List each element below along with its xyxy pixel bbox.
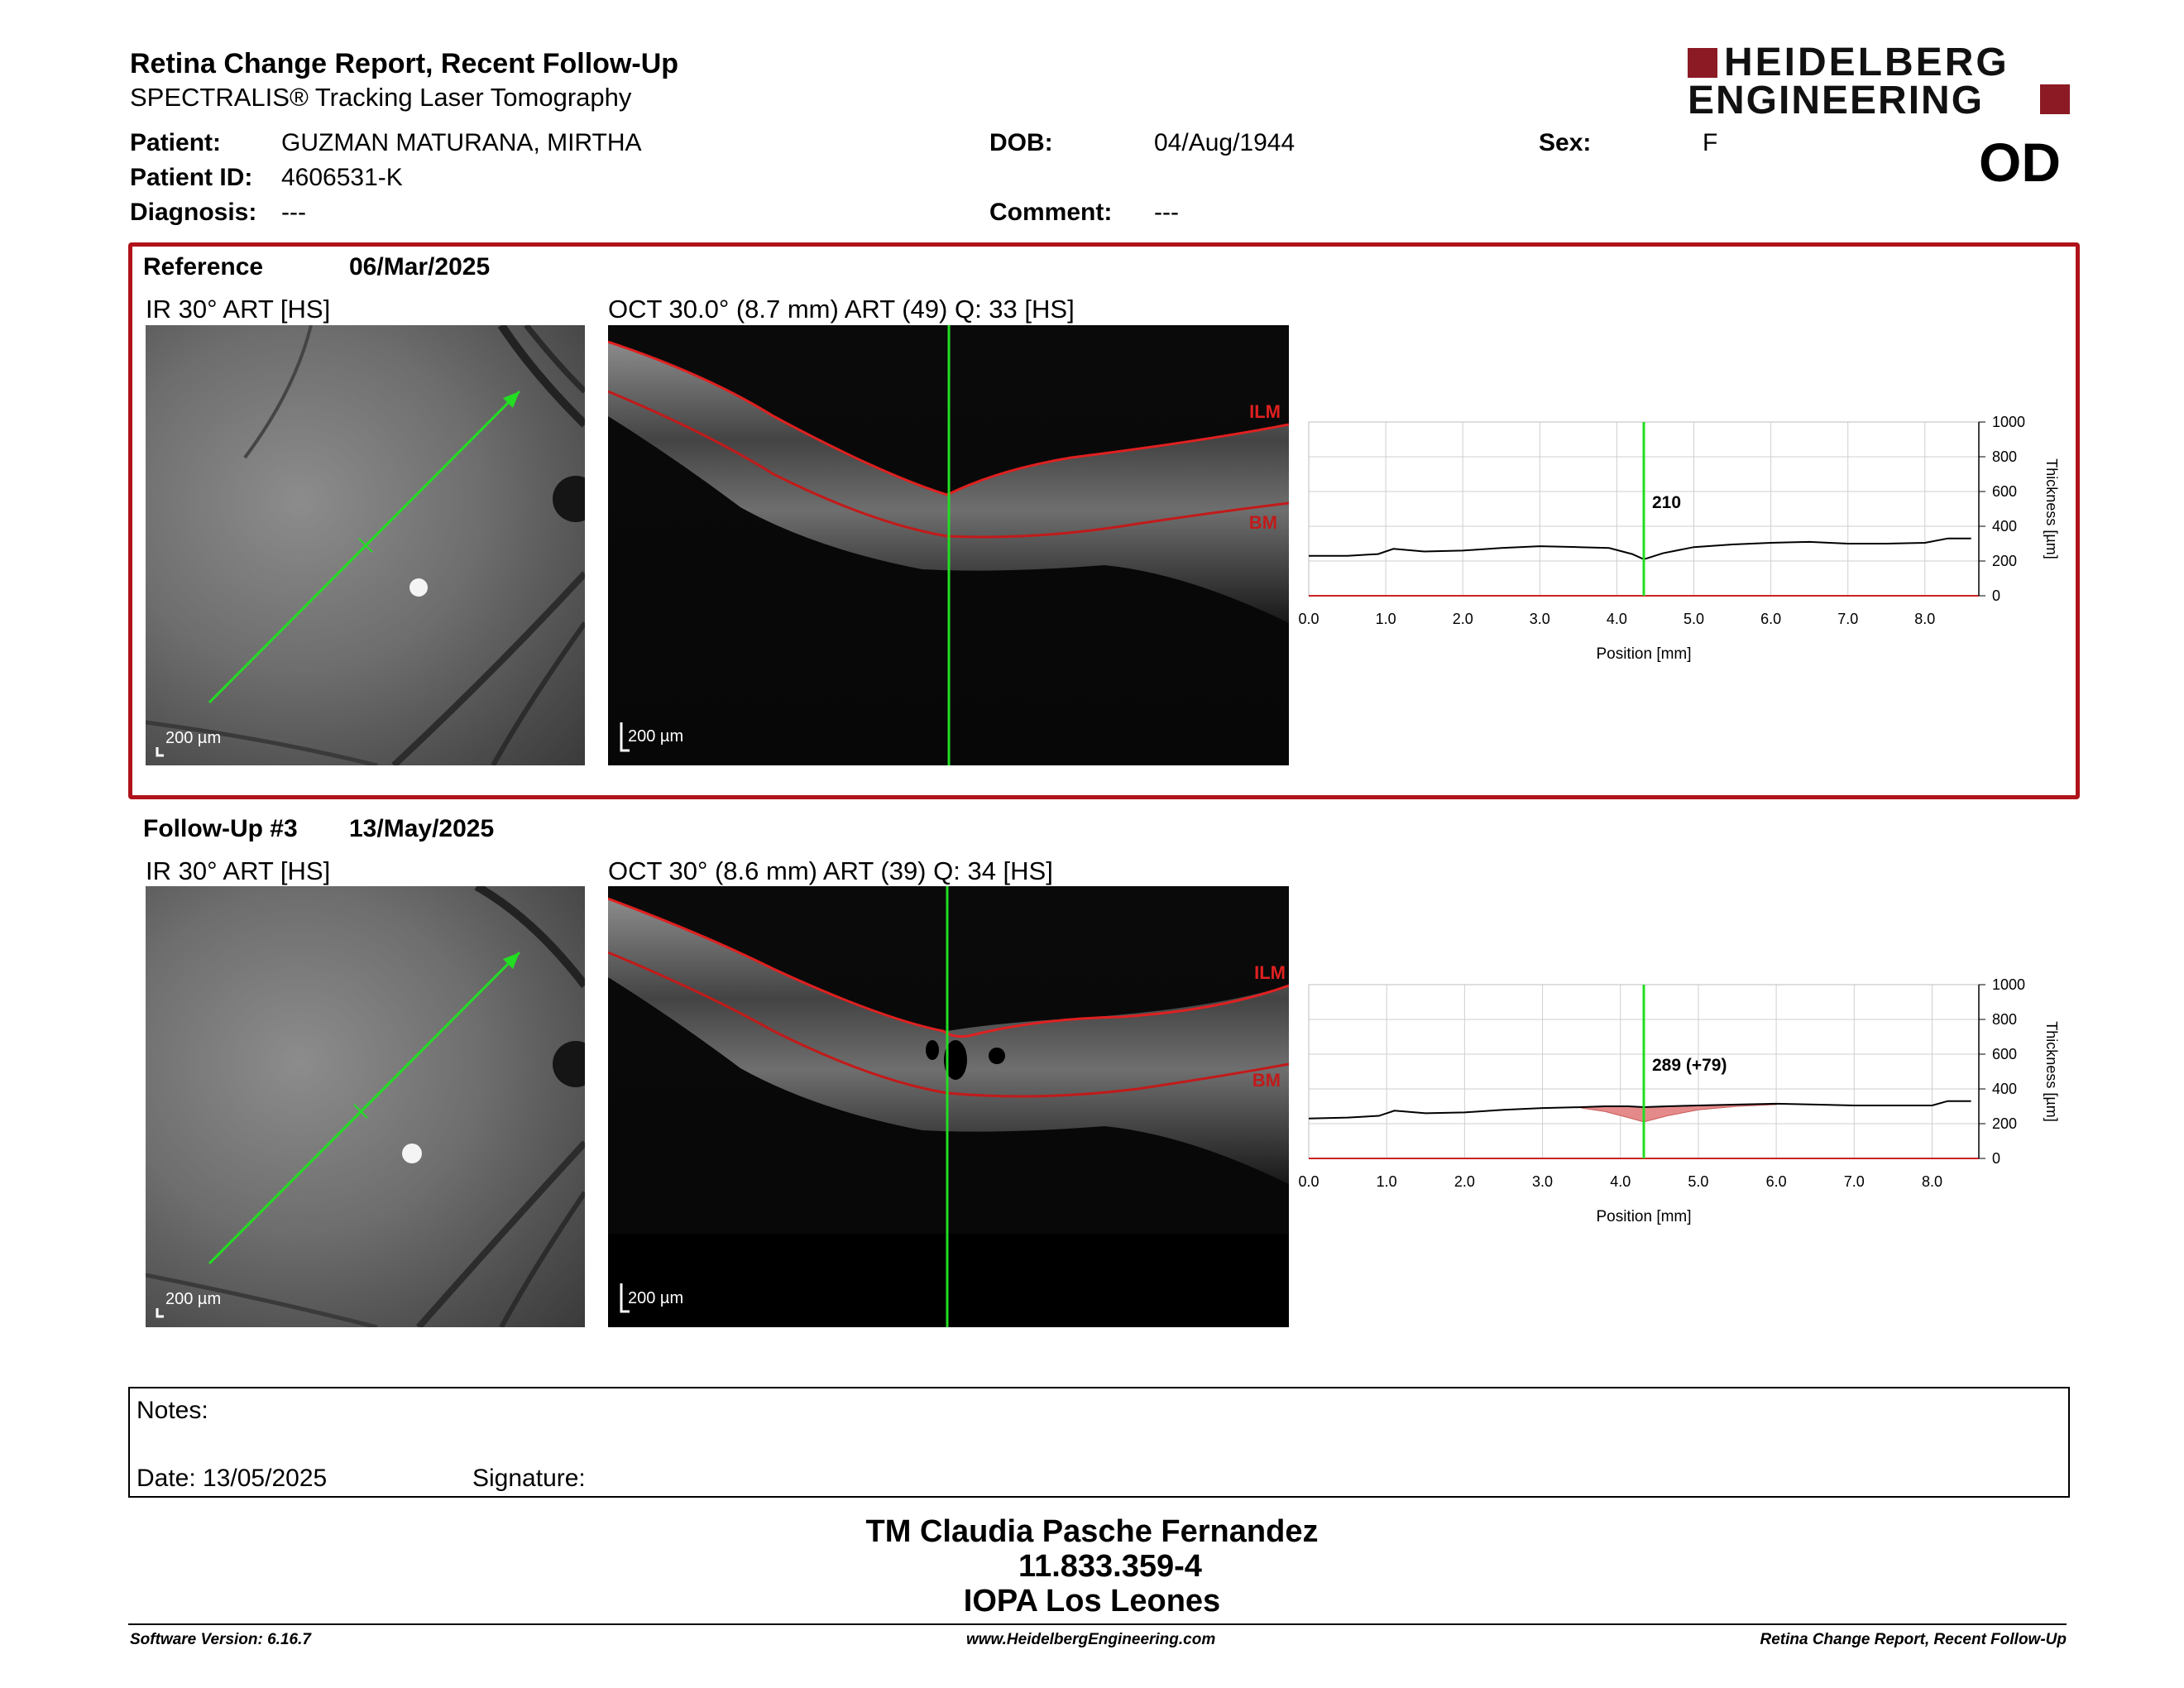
followup-oct-scale: 200 µm xyxy=(628,1289,684,1307)
reference-y-tick-label: 200 xyxy=(1992,553,2017,569)
reference-chart-group: 0.0 1.0 2.0 3.0 4.0 5.0 6.0 7.0 8.0 0 200 400 600 800… xyxy=(1299,414,2060,663)
reference-x-tick-label: 6.0 xyxy=(1760,611,1781,627)
signature-name: TM Claudia Pasche Fernandez xyxy=(865,1514,1319,1549)
reference-date: 06/Mar/2025 xyxy=(349,253,491,281)
followup-x-tick-label: 8.0 xyxy=(1922,1173,1942,1190)
patient-name: GUZMAN MATURANA, MIRTHA xyxy=(281,129,642,156)
followup-marker-label: 289 (+79) xyxy=(1652,1056,1727,1075)
reference-oct-title: OCT 30.0° (8.7 mm) ART (49) Q: 33 [HS] xyxy=(608,295,1075,324)
followup-x-tick-label: 3.0 xyxy=(1532,1173,1553,1190)
followup-chart-group: 0.0 1.0 2.0 3.0 4.0 5.0 6.0 7.0 8.0 0 200 400 600 800… xyxy=(1299,976,2060,1225)
followup-y-tick-label: 800 xyxy=(1992,1011,2017,1028)
reference-x-axis-label: Position [mm] xyxy=(1596,645,1691,663)
reference-y-tick-label: 0 xyxy=(1992,587,2000,604)
eye-label: OD xyxy=(1979,132,2061,193)
sex-value: F xyxy=(1703,129,1718,156)
footer-website-link[interactable]: www.HeidelbergEngineering.com xyxy=(966,1631,1216,1648)
followup-date: 13/May/2025 xyxy=(349,815,495,842)
reference-y-axis-label: Thickness [µm] xyxy=(2043,458,2060,559)
reference-ilm-label: ILM xyxy=(1249,401,1281,422)
footer-software-version: Software Version: 6.16.7 xyxy=(130,1631,311,1648)
patient-id: 4606531-K xyxy=(281,164,403,191)
reference-x-tick-label: 2.0 xyxy=(1453,611,1473,627)
reference-x-tick-label: 4.0 xyxy=(1607,611,1627,627)
signature-id: 11.833.359-4 xyxy=(1018,1549,1202,1584)
followup-x-tick-label: 2.0 xyxy=(1454,1173,1475,1190)
notes-box: Notes: Date: 13/05/2025 Signature: xyxy=(128,1387,2070,1498)
reference-label: Reference xyxy=(143,253,264,281)
reference-ir-scale: 200 µm xyxy=(165,729,222,747)
reference-oct-image: ILM BM 200 µm xyxy=(608,325,1289,765)
reference-thickness-line xyxy=(1309,537,1971,560)
sex-label: Sex: xyxy=(1539,129,1592,156)
reference-frame xyxy=(128,242,2080,799)
reference-bm-label: BM xyxy=(1248,512,1277,533)
comment-label: Comment: xyxy=(989,199,1113,226)
signature-institution: IOPA Los Leones xyxy=(963,1584,1221,1618)
reference-ir-title: IR 30° ART [HS] xyxy=(146,295,331,324)
followup-y-tick-label: 600 xyxy=(1992,1046,2017,1062)
dob-value: 04/Aug/1944 xyxy=(1154,129,1296,156)
patient-label: Patient: xyxy=(130,129,222,156)
reference-x-tick-label: 3.0 xyxy=(1530,611,1550,627)
footer-divider xyxy=(128,1623,2067,1625)
reference-x-tick-label: 8.0 xyxy=(1914,611,1935,627)
reference-x-tick-label: 0.0 xyxy=(1299,611,1320,627)
signature-label: Signature: xyxy=(472,1465,586,1492)
followup-label: Follow-Up #3 xyxy=(143,815,298,842)
diagnosis-value: --- xyxy=(281,199,306,226)
dob-label: DOB: xyxy=(989,129,1053,156)
followup-thickness-chart: 0.0 1.0 2.0 3.0 4.0 5.0 6.0 7.0 8.0 0 200 400 600 800… xyxy=(1299,976,2060,1225)
followup-bm-label: BM xyxy=(1252,1070,1281,1091)
reference-thickness-chart: 0.0 1.0 2.0 3.0 4.0 5.0 6.0 7.0 8.0 0 200 400 600 800… xyxy=(1299,414,2060,663)
followup-oct-image: ILM BM 200 µm xyxy=(608,886,1289,1327)
followup-x-tick-label: 5.0 xyxy=(1688,1173,1708,1190)
comment-value: --- xyxy=(1154,199,1179,226)
followup-y-tick-label: 400 xyxy=(1992,1081,2017,1097)
report-subtitle: SPECTRALIS® Tracking Laser Tomography xyxy=(130,83,632,112)
notes-label: Notes: xyxy=(136,1397,208,1424)
reference-x-tick-label: 5.0 xyxy=(1684,611,1704,627)
followup-x-axis-label: Position [mm] xyxy=(1596,1208,1691,1225)
followup-x-tick-label: 1.0 xyxy=(1377,1173,1397,1190)
report-title: Retina Change Report, Recent Follow-Up xyxy=(130,48,679,79)
reference-y-tick-label: 600 xyxy=(1992,483,2017,500)
reference-y-tick-label: 800 xyxy=(1992,448,2017,465)
reference-ir-image: 200 µm xyxy=(146,325,585,765)
followup-x-tick-label: 7.0 xyxy=(1844,1173,1865,1190)
followup-thickness-line xyxy=(1308,1100,1971,1120)
reference-x-tick-label: 1.0 xyxy=(1376,611,1396,627)
followup-x-tick-label: 6.0 xyxy=(1766,1173,1787,1190)
reference-oct-scale: 200 µm xyxy=(628,727,684,746)
footer-report-name: Retina Change Report, Recent Follow-Up xyxy=(1760,1631,2067,1648)
followup-ir-scale: 200 µm xyxy=(165,1290,222,1308)
heidelberg-logo: HEIDELBERG ENGINEERING xyxy=(1688,41,2070,122)
reference-x-tick-label: 7.0 xyxy=(1837,611,1858,627)
followup-y-tick-label: 1000 xyxy=(1992,976,2025,993)
diagnosis-label: Diagnosis: xyxy=(130,199,257,226)
reference-y-tick-label: 400 xyxy=(1992,518,2017,535)
notes-date: Date: 13/05/2025 xyxy=(136,1465,328,1492)
followup-x-tick-label: 0.0 xyxy=(1299,1173,1320,1190)
followup-ir-image: 200 µm xyxy=(146,886,585,1327)
followup-ilm-label: ILM xyxy=(1254,962,1286,983)
followup-y-tick-label: 0 xyxy=(1992,1150,2000,1167)
followup-y-tick-label: 200 xyxy=(1992,1115,2017,1132)
reference-y-tick-label: 1000 xyxy=(1992,414,2025,430)
followup-ir-title: IR 30° ART [HS] xyxy=(146,856,331,885)
followup-x-tick-label: 4.0 xyxy=(1610,1173,1631,1190)
reference-marker-label: 210 xyxy=(1652,493,1681,512)
followup-oct-title: OCT 30° (8.6 mm) ART (39) Q: 34 [HS] xyxy=(608,856,1053,885)
followup-y-axis-label: Thickness [µm] xyxy=(2043,1021,2060,1121)
patient-id-label: Patient ID: xyxy=(130,164,253,191)
